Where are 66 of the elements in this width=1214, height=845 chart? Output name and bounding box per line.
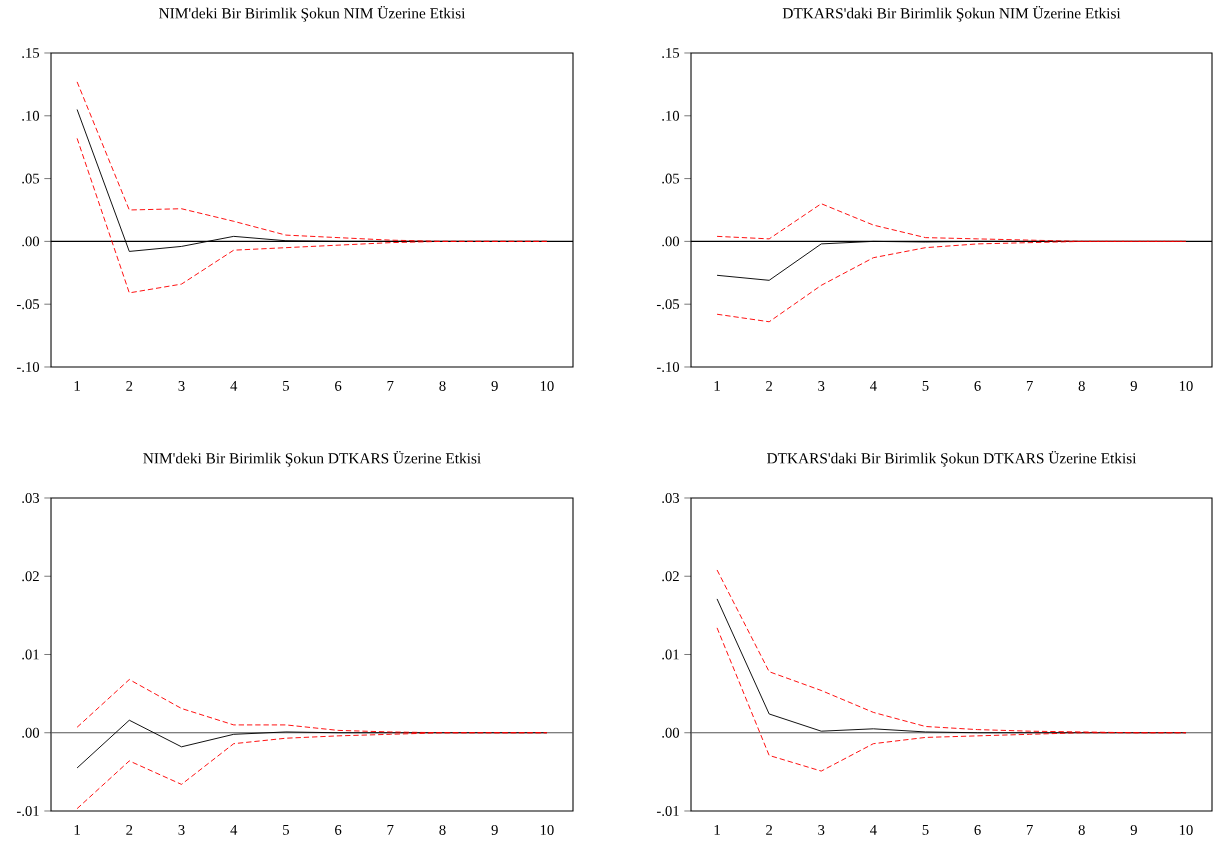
y-tick-label: .01 xyxy=(662,649,679,660)
x-tick-label: 3 xyxy=(178,381,185,391)
y-tick-label: .00 xyxy=(662,236,680,247)
x-tick-label: 6 xyxy=(974,825,981,835)
y-tick-label: .15 xyxy=(22,48,40,58)
x-tick-label: 6 xyxy=(335,381,342,391)
y-tick-label: -.10 xyxy=(16,362,40,372)
y-tick-label: -.05 xyxy=(656,299,680,310)
x-tick-label: 9 xyxy=(1130,825,1137,835)
x-tick-label: 10 xyxy=(540,381,554,391)
x-tick-label: 2 xyxy=(126,825,133,835)
y-tick-label: .05 xyxy=(662,173,680,184)
x-tick-label: 6 xyxy=(974,381,981,391)
x-tick-label: 2 xyxy=(766,381,773,391)
x-tick-label: 3 xyxy=(818,381,825,391)
y-tick-label: -.05 xyxy=(16,299,40,310)
x-tick-label: 9 xyxy=(1130,381,1137,391)
y-tick-label: .15 xyxy=(662,48,680,58)
x-tick-label: 4 xyxy=(230,825,238,835)
x-tick-label: 9 xyxy=(491,381,498,391)
x-tick-label: 1 xyxy=(714,825,720,835)
x-tick-label: 8 xyxy=(1078,825,1085,835)
x-tick-label: 4 xyxy=(869,381,877,391)
x-tick-label: 5 xyxy=(922,381,929,391)
y-tick-label: .02 xyxy=(22,571,39,582)
y-tick-label: .00 xyxy=(662,727,680,738)
x-tick-label: 5 xyxy=(283,825,289,835)
y-tick-label: -.01 xyxy=(16,806,39,816)
x-tick-label: 8 xyxy=(1078,381,1085,391)
y-tick-label: -.01 xyxy=(656,806,679,816)
x-tick-label: 6 xyxy=(335,825,342,835)
y-tick-label: -.10 xyxy=(656,362,680,372)
x-tick-label: 7 xyxy=(1026,825,1033,835)
y-tick-label: .10 xyxy=(22,110,40,121)
y-tick-label: .10 xyxy=(662,110,680,121)
x-tick-label: 4 xyxy=(869,825,877,835)
chart-title: DTKARS'daki Bir Birimlik Şokun NIM Üzerine Etkisi xyxy=(782,5,1121,22)
chart-title: NIM'deki Bir Birimlik Şokun DTKARS Üzerine Etkisi xyxy=(143,450,481,467)
y-tick-label: .03 xyxy=(662,493,680,503)
x-tick-label: 2 xyxy=(766,825,773,835)
y-tick-label: .00 xyxy=(22,727,40,738)
x-tick-label: 1 xyxy=(74,825,80,835)
x-tick-label: 7 xyxy=(387,381,394,391)
x-tick-label: 4 xyxy=(230,381,238,391)
chart-title: NIM'deki Bir Birimlik Şokun NIM Üzerine Etkisi xyxy=(159,5,466,22)
y-tick-label: .02 xyxy=(662,571,679,582)
x-tick-label: 9 xyxy=(491,825,498,835)
x-tick-label: 1 xyxy=(714,381,720,391)
x-tick-label: 10 xyxy=(1179,381,1193,391)
y-tick-label: .00 xyxy=(22,236,40,247)
x-tick-label: 8 xyxy=(439,381,446,391)
x-tick-label: 10 xyxy=(1179,825,1193,835)
x-tick-label: 7 xyxy=(1026,381,1033,391)
x-tick-label: 3 xyxy=(818,825,825,835)
y-tick-label: .01 xyxy=(22,649,39,660)
x-tick-label: 2 xyxy=(126,381,133,391)
x-tick-label: 10 xyxy=(540,825,554,835)
x-tick-label: 5 xyxy=(922,825,929,835)
y-tick-label: .03 xyxy=(22,493,40,503)
x-tick-label: 3 xyxy=(178,825,185,835)
x-tick-label: 5 xyxy=(283,381,289,391)
x-tick-label: 1 xyxy=(74,381,80,391)
x-tick-label: 7 xyxy=(387,825,394,835)
chart-title: DTKARS'daki Bir Birimlik Şokun DTKARS Üzerine Etkisi xyxy=(766,450,1137,467)
x-tick-label: 8 xyxy=(439,825,446,835)
y-tick-label: .05 xyxy=(22,173,40,184)
